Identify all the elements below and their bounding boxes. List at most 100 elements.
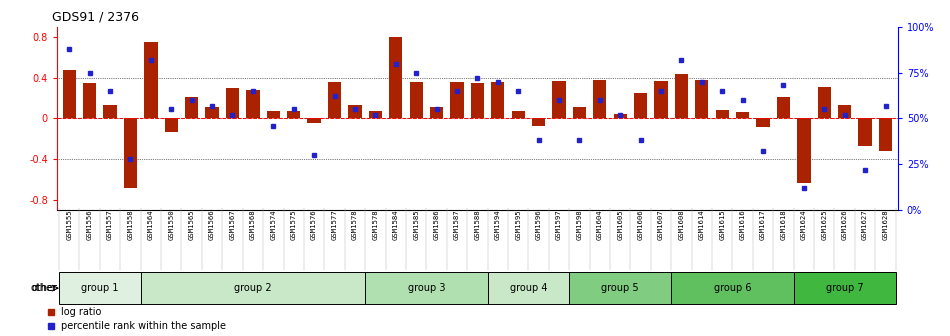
Text: GSM1608: GSM1608: [678, 210, 684, 240]
Text: GSM1575: GSM1575: [291, 210, 296, 240]
Text: GSM1617: GSM1617: [760, 210, 766, 240]
Text: group 1: group 1: [81, 283, 119, 293]
Text: other: other: [31, 283, 57, 293]
Bar: [777, 97, 790, 119]
Text: GSM1588: GSM1588: [474, 210, 481, 240]
Bar: [226, 88, 239, 119]
Bar: [308, 119, 321, 123]
Text: GSM1615: GSM1615: [719, 210, 725, 240]
Bar: [267, 111, 280, 119]
Bar: [715, 110, 729, 119]
Bar: [672, 272, 793, 304]
Text: GSM1564: GSM1564: [148, 210, 154, 240]
Bar: [487, 272, 569, 304]
Text: GSM1586: GSM1586: [433, 210, 440, 240]
Bar: [328, 82, 341, 119]
Text: GSM1616: GSM1616: [740, 210, 746, 240]
Text: group 2: group 2: [234, 283, 272, 293]
Text: GSM1624: GSM1624: [801, 210, 807, 240]
Text: GSM1614: GSM1614: [699, 210, 705, 240]
Bar: [736, 112, 750, 119]
Bar: [83, 83, 96, 119]
Bar: [655, 81, 668, 119]
Text: GDS91 / 2376: GDS91 / 2376: [52, 10, 140, 23]
Bar: [793, 272, 896, 304]
Text: group 4: group 4: [509, 283, 547, 293]
Text: GSM1574: GSM1574: [271, 210, 276, 240]
Bar: [797, 119, 810, 182]
Text: GSM1627: GSM1627: [862, 210, 868, 240]
Text: GSM1607: GSM1607: [658, 210, 664, 240]
Text: GSM1605: GSM1605: [618, 210, 623, 240]
Bar: [471, 83, 484, 119]
Text: log ratio: log ratio: [61, 307, 101, 317]
Bar: [369, 111, 382, 119]
Bar: [246, 90, 259, 119]
Text: GSM1604: GSM1604: [597, 210, 603, 240]
Bar: [141, 272, 365, 304]
Text: group 6: group 6: [713, 283, 751, 293]
Text: GSM1594: GSM1594: [495, 210, 501, 240]
Text: group 7: group 7: [826, 283, 864, 293]
Bar: [818, 87, 831, 119]
Text: GSM1555: GSM1555: [66, 210, 72, 240]
Bar: [365, 272, 487, 304]
Text: GSM1606: GSM1606: [637, 210, 644, 240]
Text: group 3: group 3: [408, 283, 446, 293]
Text: GSM1578: GSM1578: [372, 210, 378, 240]
Text: GSM1584: GSM1584: [392, 210, 399, 240]
Bar: [634, 93, 647, 119]
Bar: [859, 119, 872, 146]
Text: GSM1596: GSM1596: [536, 210, 542, 240]
Bar: [205, 107, 218, 119]
Bar: [756, 119, 770, 127]
Bar: [569, 272, 672, 304]
Bar: [104, 105, 117, 119]
Text: GSM1557: GSM1557: [107, 210, 113, 240]
Text: GSM1587: GSM1587: [454, 210, 460, 240]
Text: other: other: [30, 283, 57, 293]
Bar: [695, 80, 709, 119]
Bar: [491, 82, 504, 119]
Bar: [164, 119, 178, 132]
Bar: [59, 272, 141, 304]
Bar: [879, 119, 892, 151]
Bar: [390, 37, 403, 119]
Text: GSM1585: GSM1585: [413, 210, 419, 240]
Text: GSM1567: GSM1567: [230, 210, 236, 240]
Text: GSM1550: GSM1550: [168, 210, 174, 240]
Bar: [63, 70, 76, 119]
Bar: [124, 119, 137, 187]
Bar: [532, 119, 545, 126]
Text: GSM1558: GSM1558: [127, 210, 133, 240]
Text: GSM1595: GSM1595: [515, 210, 522, 240]
Bar: [287, 111, 300, 119]
Text: GSM1577: GSM1577: [332, 210, 337, 240]
Bar: [185, 97, 199, 119]
Text: GSM1625: GSM1625: [822, 210, 827, 240]
Text: GSM1566: GSM1566: [209, 210, 215, 240]
Text: GSM1578: GSM1578: [352, 210, 358, 240]
Text: GSM1597: GSM1597: [556, 210, 562, 240]
Bar: [552, 81, 565, 119]
Bar: [593, 80, 606, 119]
Bar: [144, 42, 158, 119]
Bar: [573, 107, 586, 119]
Bar: [511, 111, 524, 119]
Text: GSM1568: GSM1568: [250, 210, 256, 240]
Bar: [450, 82, 464, 119]
Bar: [614, 114, 627, 119]
Text: GSM1626: GSM1626: [842, 210, 847, 240]
Text: GSM1576: GSM1576: [311, 210, 317, 240]
Bar: [430, 107, 444, 119]
Bar: [349, 105, 362, 119]
Bar: [409, 82, 423, 119]
Text: GSM1618: GSM1618: [781, 210, 787, 240]
Text: GSM1598: GSM1598: [577, 210, 582, 240]
Bar: [838, 105, 851, 119]
Text: percentile rank within the sample: percentile rank within the sample: [61, 321, 226, 331]
Bar: [674, 74, 688, 119]
Text: GSM1565: GSM1565: [189, 210, 195, 240]
Text: group 5: group 5: [601, 283, 639, 293]
Text: GSM1556: GSM1556: [86, 210, 93, 240]
